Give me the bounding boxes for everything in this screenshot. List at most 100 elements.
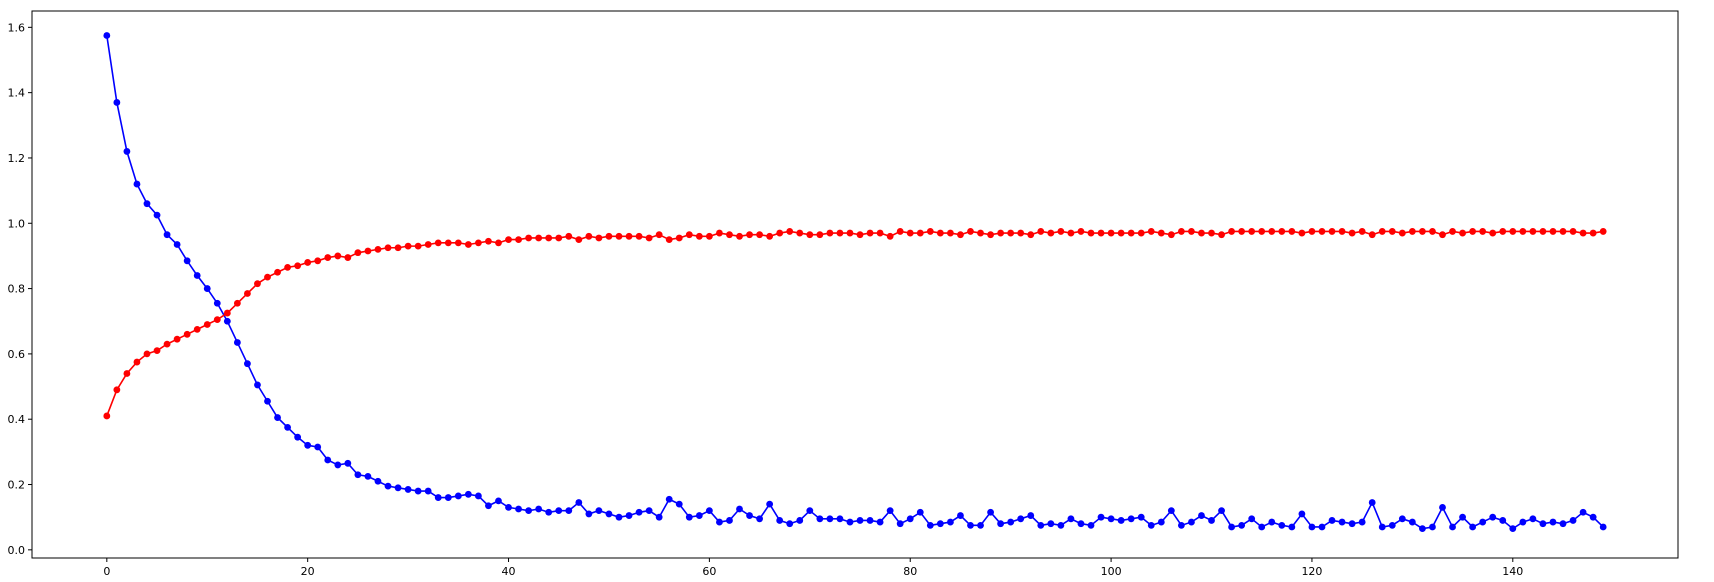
data-point (846, 518, 854, 526)
data-point (1177, 228, 1185, 235)
series-1 (103, 32, 1607, 533)
data-point (916, 508, 924, 516)
data-point (816, 515, 824, 523)
data-point (1228, 523, 1236, 531)
data-point (836, 515, 844, 523)
x-tick-label: 0 (103, 565, 110, 578)
data-point (1388, 521, 1396, 529)
data-point (565, 232, 573, 240)
data-point (334, 252, 342, 260)
data-point (1499, 517, 1507, 524)
data-point (645, 507, 653, 515)
data-point (1067, 229, 1075, 237)
data-point (404, 486, 412, 493)
data-point (1147, 521, 1155, 529)
data-point (374, 245, 382, 253)
data-point (233, 299, 241, 307)
data-point (987, 231, 994, 239)
series-line (106, 230, 1604, 417)
data-point (1278, 228, 1286, 235)
data-point (304, 441, 312, 449)
data-point (1398, 515, 1406, 523)
data-point (665, 236, 673, 243)
data-point (193, 326, 201, 333)
data-point (555, 507, 563, 515)
data-point (1047, 229, 1055, 237)
data-point (665, 495, 673, 503)
data-point (1298, 510, 1306, 518)
data-point (947, 518, 954, 526)
data-point (1097, 513, 1105, 521)
data-point (444, 494, 452, 501)
data-point (143, 200, 151, 208)
data-point (1449, 523, 1456, 531)
data-point (1218, 507, 1225, 515)
data-point (1188, 228, 1195, 235)
x-tick-label: 120 (1301, 565, 1322, 578)
data-point (314, 443, 322, 451)
data-point (334, 461, 342, 469)
y-tick-label: 0.2 (8, 479, 26, 492)
data-point (575, 499, 583, 506)
data-point (1067, 515, 1075, 523)
data-point (1248, 515, 1256, 523)
data-point (284, 423, 291, 431)
data-point (1007, 229, 1015, 237)
data-point (615, 513, 623, 521)
data-point (1429, 228, 1436, 235)
data-point (876, 229, 884, 237)
data-point (384, 244, 392, 252)
data-point (1599, 523, 1607, 531)
data-point (1318, 228, 1326, 235)
y-tick-label: 1.0 (8, 217, 26, 230)
data-point (625, 512, 633, 519)
data-point (1338, 228, 1346, 235)
data-point (434, 239, 442, 247)
data-point (233, 339, 241, 346)
data-point (1308, 228, 1316, 235)
data-point (1328, 228, 1336, 235)
data-point (786, 520, 794, 528)
data-point (213, 299, 221, 307)
data-point (1157, 518, 1165, 526)
data-point (1288, 523, 1296, 531)
data-point (1147, 228, 1155, 235)
data-point (1107, 229, 1115, 237)
data-point (324, 254, 332, 261)
data-point (977, 521, 984, 529)
data-point (796, 229, 804, 237)
data-point (605, 232, 613, 240)
data-point (525, 234, 533, 242)
data-point (1027, 512, 1035, 519)
data-point (625, 232, 633, 240)
data-point (1238, 228, 1246, 235)
data-point (454, 492, 462, 500)
data-point (1408, 228, 1416, 235)
data-point (384, 482, 392, 490)
data-point (585, 232, 593, 240)
data-point (1027, 231, 1035, 239)
data-point (364, 472, 372, 480)
data-point (595, 234, 603, 242)
data-point (1258, 523, 1266, 531)
data-point (1378, 523, 1386, 531)
data-point (675, 234, 683, 242)
data-point (695, 512, 703, 519)
data-point (143, 350, 151, 358)
data-point (1298, 229, 1306, 237)
data-point (856, 231, 864, 239)
data-point (1489, 229, 1497, 237)
data-point (474, 239, 482, 247)
data-point (495, 239, 502, 247)
data-point (1278, 521, 1286, 529)
data-point (1017, 229, 1025, 237)
data-point (555, 234, 563, 242)
data-point (264, 397, 271, 405)
data-point (746, 512, 753, 519)
data-point (414, 487, 422, 495)
data-point (1579, 229, 1587, 237)
data-point (685, 513, 693, 521)
data-point (645, 234, 653, 242)
data-point (685, 231, 693, 239)
data-point (344, 459, 352, 467)
